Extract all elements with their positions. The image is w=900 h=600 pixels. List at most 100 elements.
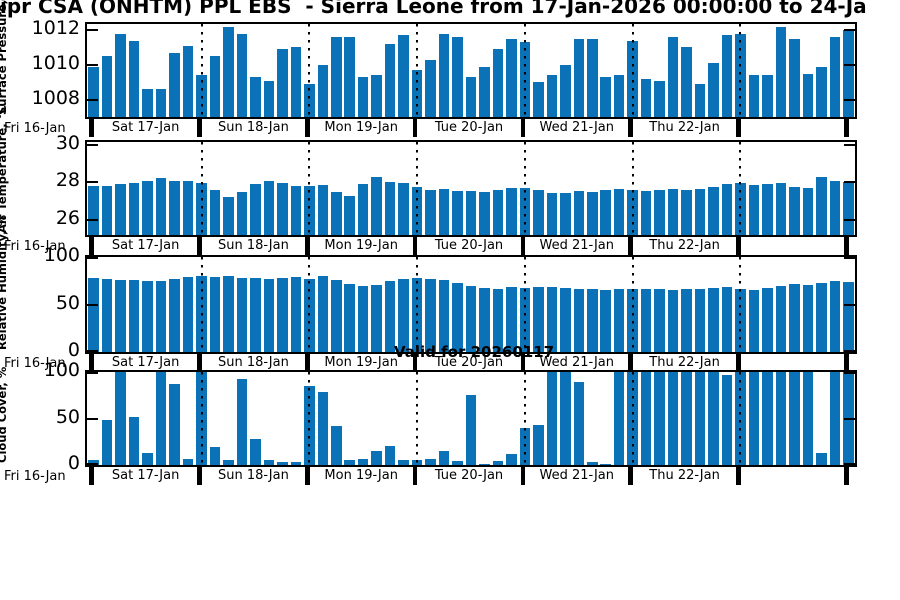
bar xyxy=(236,33,248,117)
y-tick-mark xyxy=(844,350,855,352)
x-tick-mark xyxy=(412,236,418,255)
bar xyxy=(479,66,490,117)
bar xyxy=(492,189,504,235)
bar xyxy=(236,378,248,465)
bar xyxy=(560,288,571,352)
bar xyxy=(748,185,760,235)
bar xyxy=(546,192,558,235)
bar xyxy=(169,180,180,235)
day-gridline xyxy=(523,24,526,117)
bar xyxy=(236,277,248,352)
x-tick-mark xyxy=(89,353,94,372)
bar xyxy=(708,372,719,465)
bar xyxy=(829,280,841,352)
bar xyxy=(654,80,665,117)
x-tick-mark xyxy=(628,353,633,372)
bar xyxy=(101,420,113,465)
y-tick-mark xyxy=(87,463,98,465)
bar xyxy=(263,80,275,117)
bar xyxy=(533,82,544,117)
bar xyxy=(317,185,329,235)
bar xyxy=(357,77,369,117)
bar xyxy=(250,77,261,117)
bar xyxy=(371,284,382,352)
day-label: Sun 18-Jan xyxy=(217,238,289,253)
y-tick-label: 30 xyxy=(55,131,80,154)
bar xyxy=(681,189,692,235)
y-tick-mark xyxy=(844,143,855,146)
surface-pressure-chart xyxy=(85,22,857,119)
bar xyxy=(452,461,463,465)
day-gridline xyxy=(308,24,311,117)
bar xyxy=(101,56,113,117)
bar xyxy=(667,188,679,235)
bar xyxy=(88,66,99,117)
y-tick-label: 100 xyxy=(43,359,80,381)
day-gridline xyxy=(739,142,742,235)
bar xyxy=(290,462,302,465)
x-tick-mark xyxy=(628,236,633,255)
day-gridline xyxy=(739,372,742,465)
chart-title: ipr CSA (ONHTM) PPL EBS - Sierra Leone f… xyxy=(0,0,867,18)
bar xyxy=(762,184,773,235)
y-tick-mark xyxy=(844,98,855,101)
y-tick-label: 1010 xyxy=(31,51,80,74)
bar xyxy=(182,45,194,117)
bar xyxy=(344,195,355,235)
y-tick-label: 1008 xyxy=(31,86,80,109)
y-tick-mark xyxy=(87,218,98,221)
y-axis-title: Air Temperature, °C xyxy=(0,105,9,233)
bar xyxy=(101,278,113,352)
y-tick-mark xyxy=(87,181,98,184)
bar xyxy=(640,288,652,352)
y-tick-label: 26 xyxy=(55,206,80,229)
bar xyxy=(843,30,854,117)
y-tick-mark xyxy=(87,303,98,306)
bar xyxy=(600,289,611,352)
x-tick-mark xyxy=(412,353,418,372)
bar xyxy=(775,26,787,117)
day-label: Mon 19-Jan xyxy=(324,238,398,253)
bar xyxy=(115,372,126,465)
y-tick-label: 50 xyxy=(55,291,80,314)
bar xyxy=(236,191,248,235)
bar xyxy=(506,287,517,352)
bar xyxy=(654,289,665,352)
y-tick-label: 100 xyxy=(43,244,80,266)
x-tick-mark xyxy=(844,118,849,137)
y-tick-mark xyxy=(844,463,855,465)
bar xyxy=(492,49,504,117)
bar xyxy=(317,276,329,352)
bar xyxy=(331,279,342,352)
x-start-label: Fri 16-Jan xyxy=(4,469,66,484)
day-gridline xyxy=(308,372,311,465)
bar xyxy=(506,453,517,465)
day-label: Thu 22-Jan xyxy=(649,468,720,483)
day-label: Sat 17-Jan xyxy=(111,468,180,483)
bar xyxy=(331,37,342,117)
y-tick-mark xyxy=(87,98,98,101)
bar xyxy=(182,276,194,352)
bar xyxy=(587,38,598,117)
bar xyxy=(115,184,126,235)
bar xyxy=(88,460,99,465)
x-tick-mark xyxy=(305,236,310,255)
bar xyxy=(290,47,302,117)
bar xyxy=(533,287,544,352)
bar xyxy=(829,181,841,235)
bar xyxy=(452,190,463,235)
bar xyxy=(829,37,841,117)
x-tick-mark xyxy=(736,466,741,485)
day-gridline xyxy=(523,257,526,352)
x-tick-mark xyxy=(305,353,310,372)
bar xyxy=(708,63,719,117)
bar xyxy=(425,459,436,465)
day-label: Sun 18-Jan xyxy=(217,355,289,370)
bar xyxy=(775,286,787,352)
bar xyxy=(155,280,167,352)
bar xyxy=(667,289,679,352)
x-tick-mark xyxy=(520,466,526,485)
y-tick-mark xyxy=(87,417,98,420)
bar xyxy=(640,78,652,117)
x-tick-mark xyxy=(412,466,418,485)
